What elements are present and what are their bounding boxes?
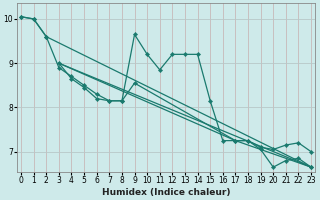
X-axis label: Humidex (Indice chaleur): Humidex (Indice chaleur)	[102, 188, 230, 197]
